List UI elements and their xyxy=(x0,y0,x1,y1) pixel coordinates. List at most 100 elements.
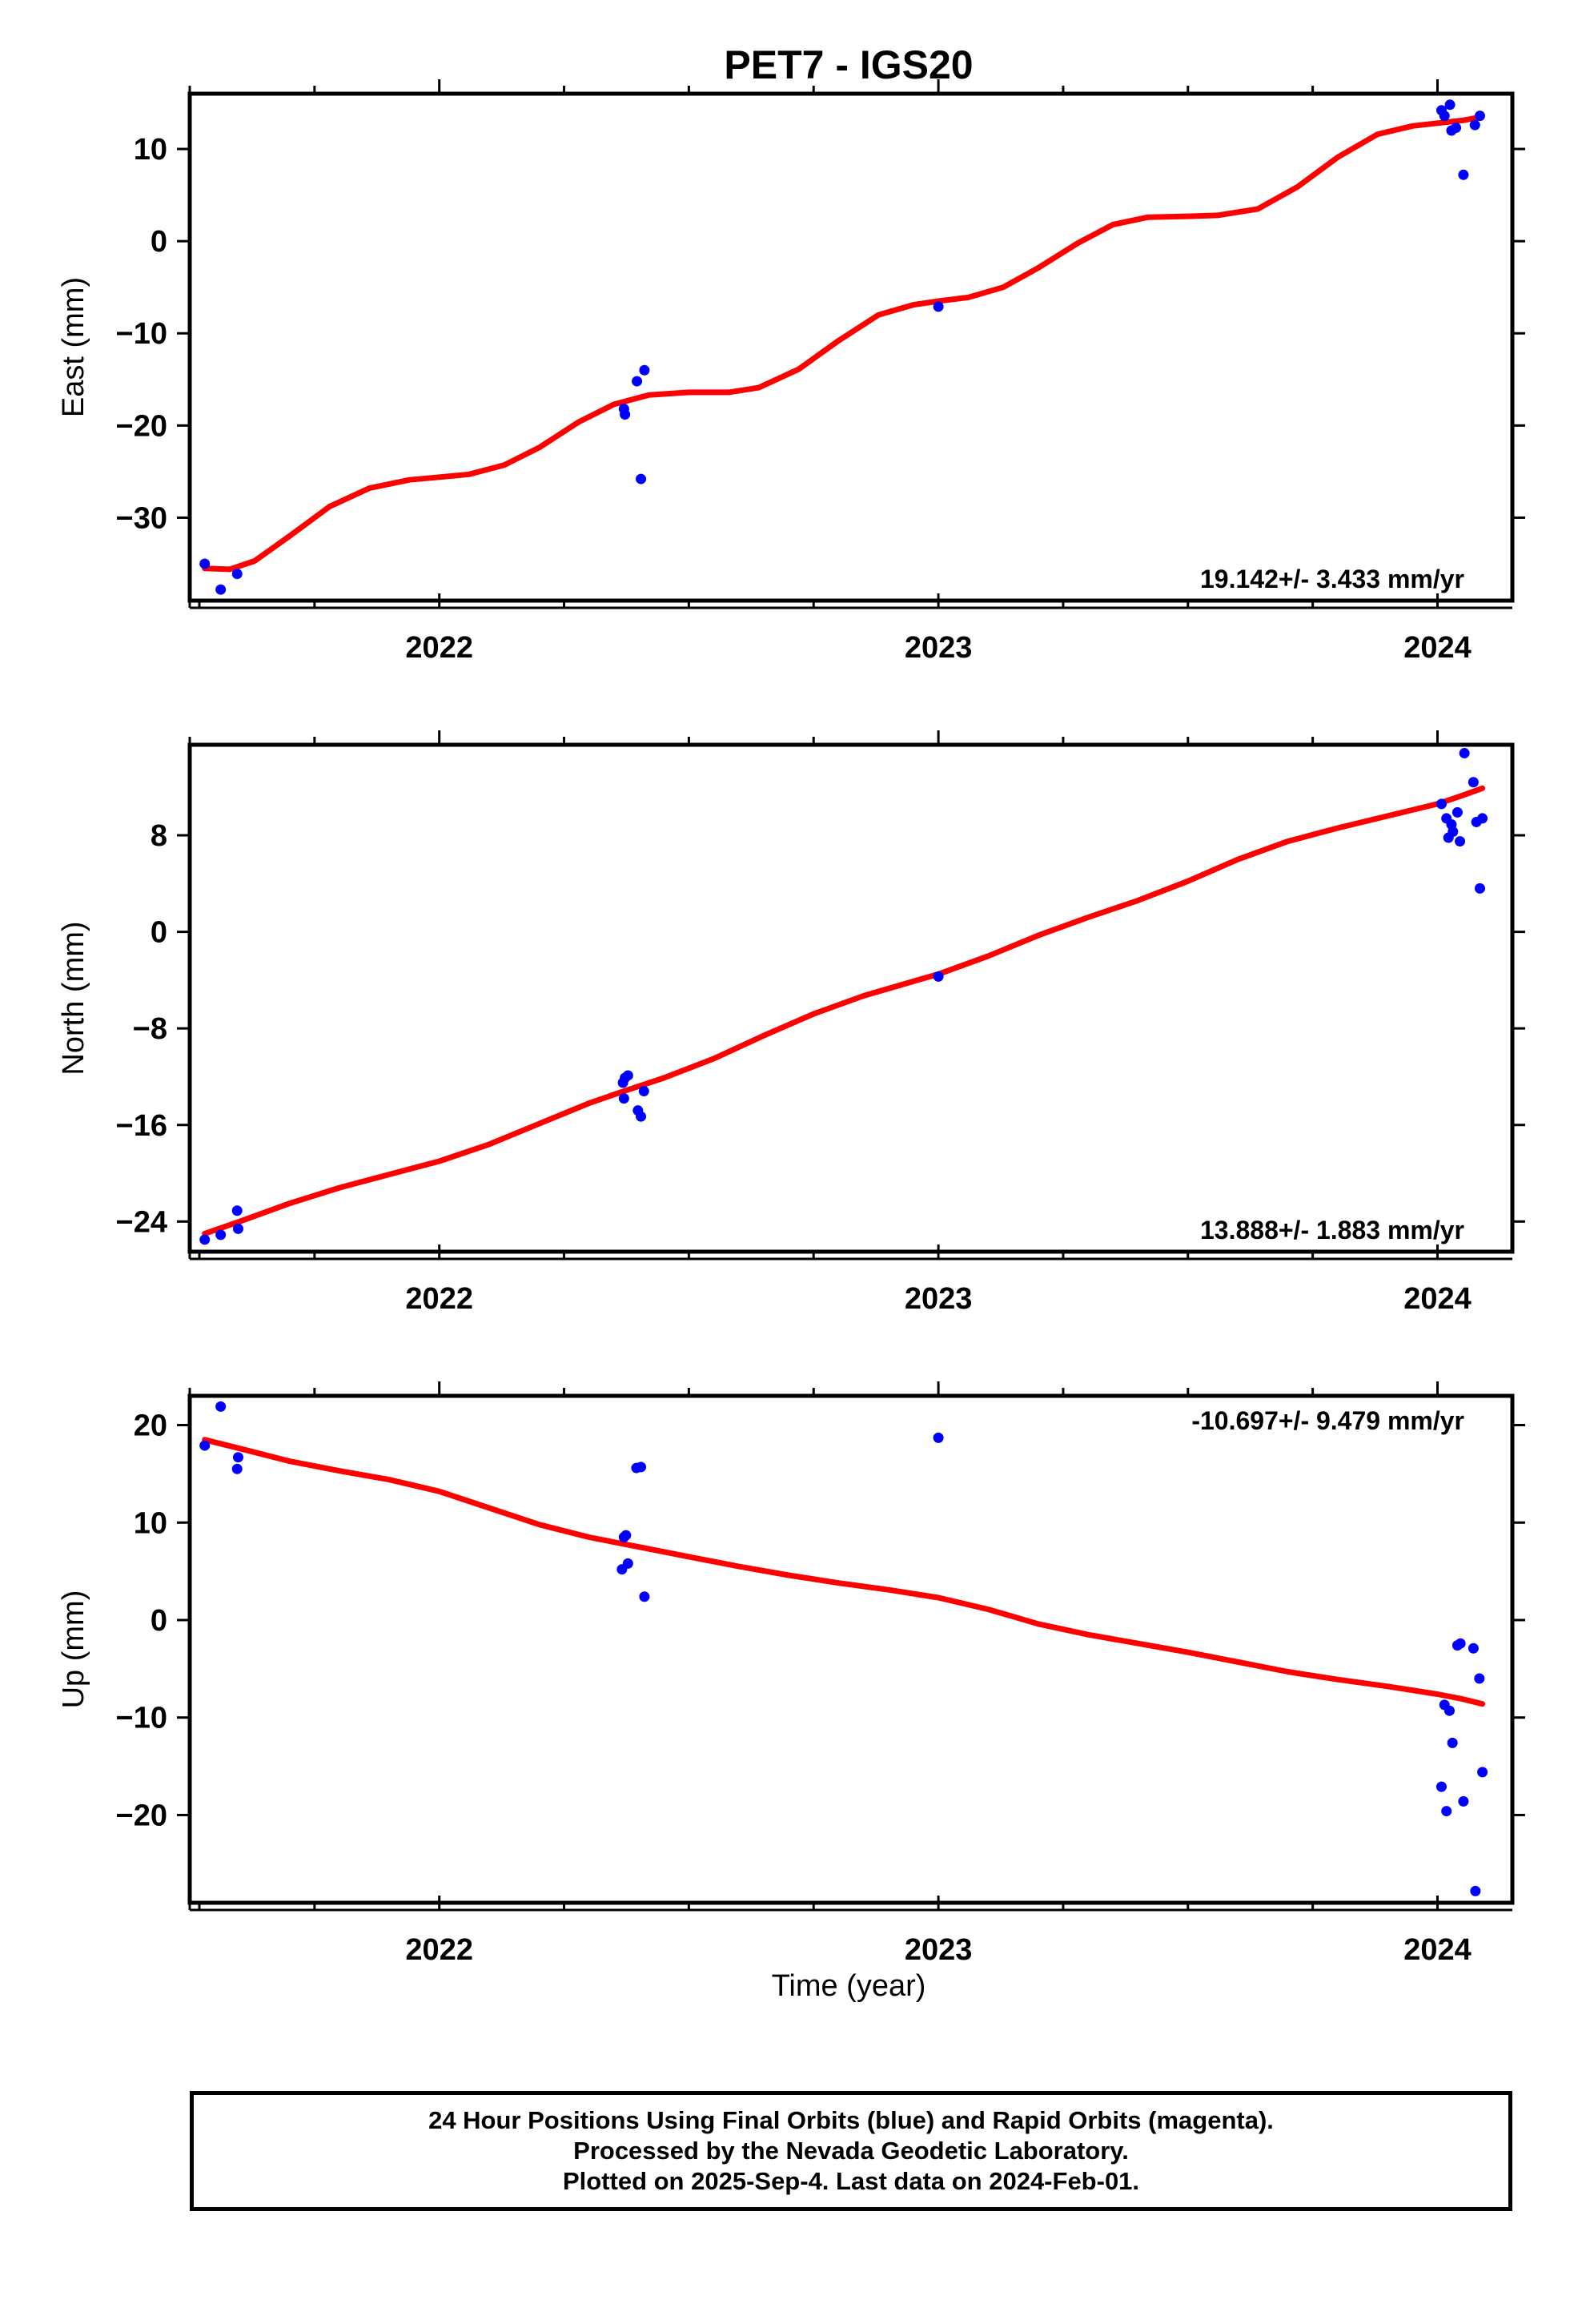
north-data-point xyxy=(232,1223,243,1234)
up-data-point xyxy=(1455,1638,1466,1649)
east-rate-label: 19.142+/- 3.433 mm/yr xyxy=(1200,565,1464,593)
north-data-point xyxy=(1468,777,1479,788)
up-fit-line xyxy=(202,1437,1486,1707)
north-y-tick-label: −24 xyxy=(116,1205,167,1239)
up-data-point xyxy=(231,1463,243,1474)
north-rate-label: 13.888+/- 1.883 mm/yr xyxy=(1200,1216,1464,1244)
east-data-point xyxy=(1444,99,1456,111)
east-data-point xyxy=(1451,123,1462,134)
up-data-point xyxy=(232,1452,243,1463)
north-frame xyxy=(187,742,1515,1254)
east-y-tick-label: 0 xyxy=(151,225,167,259)
up-data-point xyxy=(1477,1767,1488,1778)
east-plot-area xyxy=(199,99,1485,595)
up-x-tick-label: 2024 xyxy=(1403,1933,1472,1967)
north-data-point xyxy=(1452,806,1463,818)
north-data-point xyxy=(199,1234,211,1245)
east-data-point xyxy=(933,301,944,312)
up-data-point xyxy=(1474,1673,1485,1684)
up-data-point xyxy=(636,1462,647,1473)
up-data-point xyxy=(1441,1806,1452,1817)
up-y-tick-label: 10 xyxy=(134,1506,167,1540)
up-x-tick-label: 2023 xyxy=(905,1933,973,1967)
up-x-tick-label: 2022 xyxy=(405,1933,473,1967)
east-y-tick-label: −30 xyxy=(116,501,167,535)
east-y-tick-label: 10 xyxy=(134,133,167,167)
east-data-point xyxy=(639,364,650,376)
east-data-point xyxy=(199,558,211,569)
footer-line-3: Plotted on 2025-Sep-4. Last data on 2024… xyxy=(562,2167,1140,2195)
east-data-point xyxy=(1474,111,1485,122)
up-data-point xyxy=(1458,1795,1469,1807)
up-panel: 2022 2023 2024 −20 −10 0 10 20 Up (mm) -10.697+/-… xyxy=(57,1381,1525,1967)
up-data-point xyxy=(215,1401,227,1412)
north-plot-area xyxy=(199,748,1488,1245)
footer-line-2: Processed by the Nevada Geodetic Laborat… xyxy=(573,2137,1129,2165)
east-data-point xyxy=(632,376,643,387)
north-panel: 2022 2023 2024 −24 −16 −8 0 8 North (mm) 13.888+/… xyxy=(57,730,1525,1316)
north-data-point xyxy=(622,1070,633,1081)
north-data-point xyxy=(638,1086,649,1097)
north-y-tick-label: 0 xyxy=(151,916,167,950)
east-x-tick-label: 2023 xyxy=(905,631,973,665)
north-data-point xyxy=(636,1111,647,1122)
east-data-point xyxy=(1469,119,1480,131)
panels: 2022 2023 2024 −30 −20 −10 0 10 East (mm) 19.142+… xyxy=(57,79,1525,1967)
north-data-point xyxy=(1435,798,1447,810)
north-data-point xyxy=(1455,836,1466,847)
up-data-point xyxy=(1468,1642,1479,1654)
east-y-axis-label: East (mm) xyxy=(57,277,90,417)
east-data-point xyxy=(1458,169,1469,180)
east-frame xyxy=(187,91,1515,603)
up-frame xyxy=(187,1393,1515,1905)
up-rate-label: -10.697+/- 9.479 mm/yr xyxy=(1191,1406,1464,1435)
up-plot-area xyxy=(199,1401,1488,1896)
north-fit-line xyxy=(202,785,1486,1236)
east-fit-line xyxy=(202,115,1480,573)
up-data-point xyxy=(620,1530,632,1541)
north-data-point xyxy=(215,1229,227,1240)
north-data-point xyxy=(1474,883,1485,894)
up-data-point xyxy=(1447,1737,1458,1748)
east-x-tick-label: 2022 xyxy=(405,631,473,665)
north-data-point xyxy=(231,1205,243,1216)
east-data-point xyxy=(1439,111,1450,122)
east-data-point xyxy=(231,569,243,580)
east-x-tick-label: 2024 xyxy=(1403,631,1472,665)
north-data-point xyxy=(1459,748,1470,759)
up-data-point xyxy=(1443,1705,1455,1716)
up-y-tick-label: 0 xyxy=(151,1604,167,1638)
up-y-tick-label: −20 xyxy=(116,1799,167,1832)
footer-note: 24 Hour Positions Using Final Orbits (bl… xyxy=(190,2091,1512,2211)
east-y-tick-label: −10 xyxy=(116,317,167,351)
east-data-point xyxy=(620,409,631,420)
north-data-point xyxy=(1477,813,1488,824)
east-data-point xyxy=(215,584,227,595)
up-data-point xyxy=(933,1432,944,1443)
up-data-point xyxy=(622,1558,633,1569)
north-y-tick-label: 8 xyxy=(151,819,167,853)
figure-title: PET7 - IGS20 xyxy=(724,42,973,87)
up-data-point xyxy=(639,1591,650,1602)
north-data-point xyxy=(933,971,944,982)
north-x-tick-label: 2023 xyxy=(905,1282,973,1316)
footer-line-1: 24 Hour Positions Using Final Orbits (bl… xyxy=(428,2106,1274,2134)
north-x-tick-label: 2022 xyxy=(405,1282,473,1316)
north-data-point xyxy=(1447,826,1459,838)
up-data-point xyxy=(1435,1781,1447,1792)
up-data-point xyxy=(1470,1885,1481,1896)
up-y-tick-label: −10 xyxy=(116,1702,167,1735)
up-data-point xyxy=(199,1440,211,1451)
east-y-tick-label: −20 xyxy=(116,409,167,443)
east-panel: 2022 2023 2024 −30 −20 −10 0 10 East (mm) 19.142+… xyxy=(57,79,1525,665)
x-axis-label: Time (year) xyxy=(772,1969,926,2003)
north-y-axis-label: North (mm) xyxy=(57,921,90,1075)
up-y-axis-label: Up (mm) xyxy=(57,1590,90,1709)
north-x-tick-label: 2024 xyxy=(1403,1282,1472,1316)
north-data-point xyxy=(618,1093,629,1104)
north-y-tick-label: −16 xyxy=(116,1109,167,1143)
north-y-tick-label: −8 xyxy=(133,1012,167,1046)
up-y-tick-label: 20 xyxy=(134,1409,167,1443)
east-data-point xyxy=(636,473,647,485)
